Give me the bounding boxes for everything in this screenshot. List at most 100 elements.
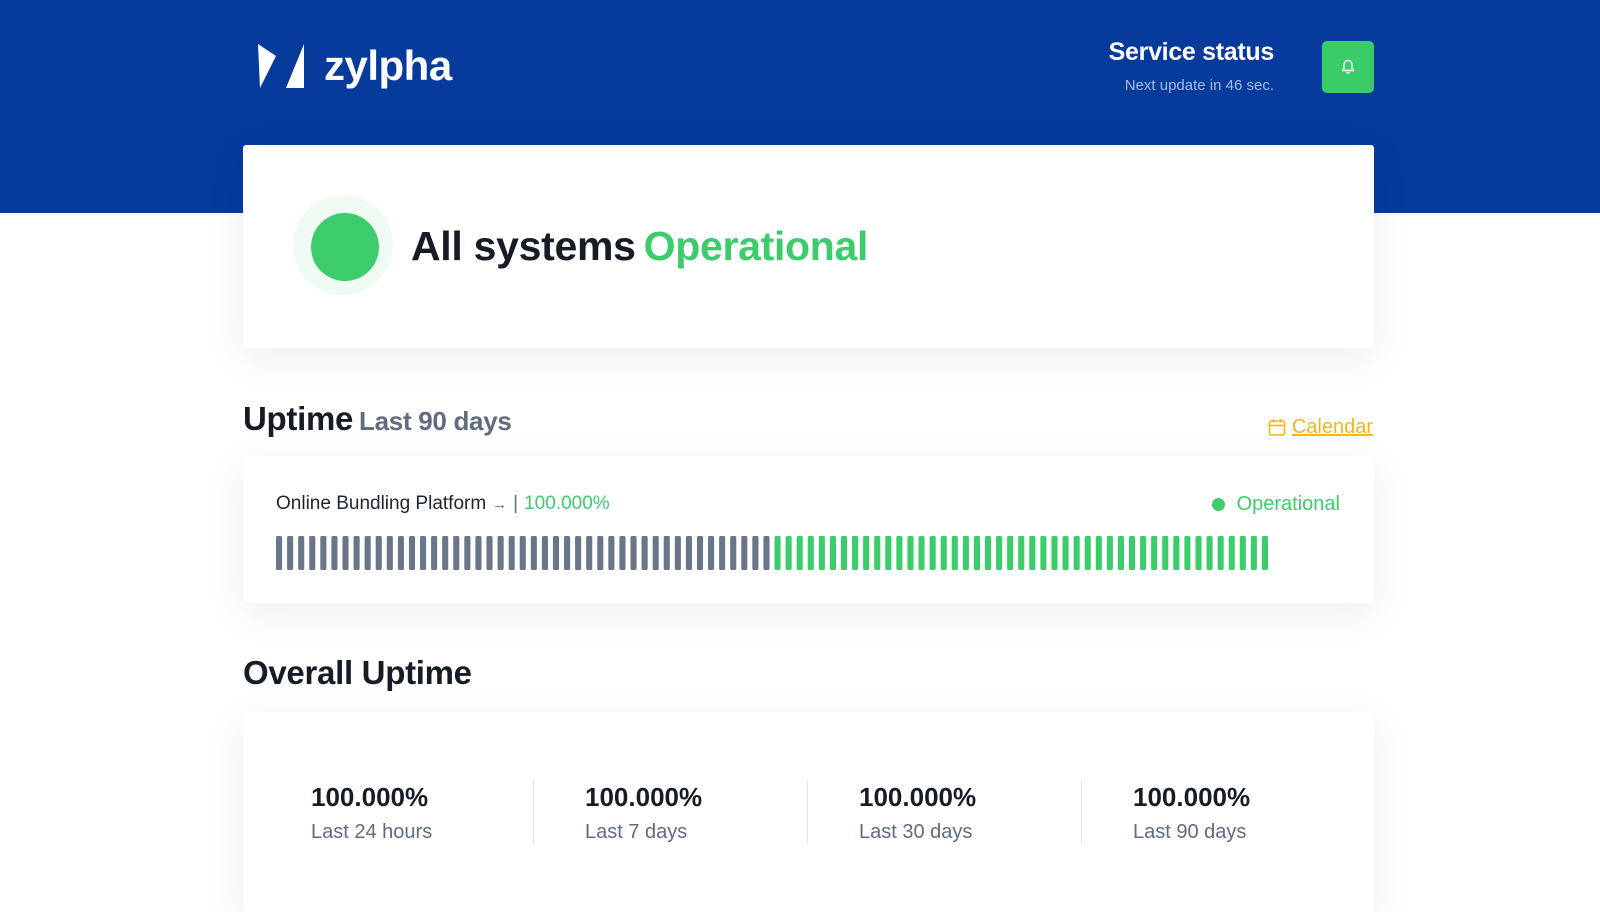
uptime-bar-operational[interactable] xyxy=(1040,536,1047,570)
uptime-range: Last 90 days xyxy=(359,406,512,436)
uptime-bar-operational[interactable] xyxy=(1095,536,1102,570)
uptime-bar-no-data[interactable] xyxy=(730,536,737,570)
uptime-bar-no-data[interactable] xyxy=(364,536,371,570)
uptime-bar-operational[interactable] xyxy=(996,536,1003,570)
uptime-bar-operational[interactable] xyxy=(785,536,792,570)
uptime-bar-operational[interactable] xyxy=(885,536,892,570)
uptime-bar-no-data[interactable] xyxy=(685,536,692,570)
uptime-bar-operational[interactable] xyxy=(1117,536,1124,570)
uptime-bar-no-data[interactable] xyxy=(309,536,316,570)
stat-24-hours: 100.000% Last 24 hours xyxy=(311,782,432,844)
uptime-bar-no-data[interactable] xyxy=(386,536,393,570)
uptime-bar-operational[interactable] xyxy=(918,536,925,570)
uptime-bar-operational[interactable] xyxy=(840,536,848,570)
uptime-bar-no-data[interactable] xyxy=(486,536,493,570)
uptime-bar-no-data[interactable] xyxy=(320,536,327,570)
uptime-bar-operational[interactable] xyxy=(951,536,958,570)
uptime-bar-no-data[interactable] xyxy=(431,536,438,570)
subscribe-button[interactable] xyxy=(1322,41,1374,93)
uptime-bar-no-data[interactable] xyxy=(331,536,338,570)
uptime-bar-operational[interactable] xyxy=(940,536,947,570)
stat-7-days: 100.000% Last 7 days xyxy=(585,782,702,844)
uptime-bar-no-data[interactable] xyxy=(342,536,349,570)
service-arrow-icon[interactable]: → xyxy=(492,495,508,513)
uptime-bar-no-data[interactable] xyxy=(375,536,382,570)
uptime-bar-no-data[interactable] xyxy=(276,536,283,570)
uptime-bar-no-data[interactable] xyxy=(442,536,449,570)
uptime-bar-no-data[interactable] xyxy=(663,536,670,570)
uptime-bar-no-data[interactable] xyxy=(552,536,560,570)
uptime-bar-operational[interactable] xyxy=(1173,536,1180,570)
uptime-bar-no-data[interactable] xyxy=(696,536,704,570)
uptime-bar-operational[interactable] xyxy=(984,536,992,570)
uptime-bar-operational[interactable] xyxy=(1029,536,1036,570)
service-row-header: Online Bundling Platform → | 100.000% xyxy=(276,493,610,515)
uptime-bar-no-data[interactable] xyxy=(763,536,770,570)
uptime-bar-operational[interactable] xyxy=(1062,536,1069,570)
uptime-bar-no-data[interactable] xyxy=(708,536,715,570)
uptime-bar-no-data[interactable] xyxy=(420,536,427,570)
uptime-bar-operational[interactable] xyxy=(1228,536,1235,570)
uptime-bar-no-data[interactable] xyxy=(641,536,648,570)
uptime-bar-operational[interactable] xyxy=(973,536,980,570)
uptime-bar-no-data[interactable] xyxy=(298,536,305,570)
uptime-bar-operational[interactable] xyxy=(962,536,969,570)
uptime-bar-no-data[interactable] xyxy=(287,536,294,570)
uptime-bar-operational[interactable] xyxy=(818,536,825,570)
uptime-bar-operational[interactable] xyxy=(907,536,914,570)
uptime-bar-operational[interactable] xyxy=(1184,536,1191,570)
uptime-bar-operational[interactable] xyxy=(1162,536,1169,570)
uptime-bar-no-data[interactable] xyxy=(597,536,604,570)
brand-logo[interactable]: zylpha xyxy=(256,42,452,90)
uptime-bar-no-data[interactable] xyxy=(608,536,615,570)
uptime-bar-operational[interactable] xyxy=(1151,536,1158,570)
uptime-bar-no-data[interactable] xyxy=(619,536,626,570)
uptime-bar-operational[interactable] xyxy=(874,536,881,570)
uptime-bar-no-data[interactable] xyxy=(564,536,571,570)
uptime-bar-operational[interactable] xyxy=(1084,536,1091,570)
uptime-bar-no-data[interactable] xyxy=(453,536,460,570)
uptime-bar-no-data[interactable] xyxy=(397,536,404,570)
uptime-bar-no-data[interactable] xyxy=(575,536,582,570)
uptime-bar-no-data[interactable] xyxy=(674,536,681,570)
uptime-bar-operational[interactable] xyxy=(796,536,803,570)
uptime-bar-no-data[interactable] xyxy=(530,536,537,570)
uptime-bar-no-data[interactable] xyxy=(497,536,504,570)
uptime-bar-operational[interactable] xyxy=(929,536,936,570)
uptime-bar-no-data[interactable] xyxy=(475,536,482,570)
uptime-bar-operational[interactable] xyxy=(1261,536,1269,570)
uptime-bar-no-data[interactable] xyxy=(719,536,726,570)
uptime-bar-no-data[interactable] xyxy=(408,536,416,570)
uptime-bar-operational[interactable] xyxy=(1007,536,1014,570)
uptime-bar-operational[interactable] xyxy=(807,536,814,570)
uptime-bar-operational[interactable] xyxy=(1106,536,1113,570)
uptime-bar-no-data[interactable] xyxy=(464,536,471,570)
uptime-bar-no-data[interactable] xyxy=(519,536,526,570)
uptime-bar-operational[interactable] xyxy=(863,536,870,570)
uptime-bar-operational[interactable] xyxy=(1217,536,1224,570)
uptime-bar-no-data[interactable] xyxy=(630,536,637,570)
uptime-bar-no-data[interactable] xyxy=(541,536,548,570)
uptime-bar-operational[interactable] xyxy=(1140,536,1147,570)
stat-label: Last 30 days xyxy=(859,821,973,843)
service-name[interactable]: Online Bundling Platform xyxy=(276,493,487,514)
uptime-bar-no-data[interactable] xyxy=(741,536,748,570)
uptime-bar-operational[interactable] xyxy=(1051,536,1058,570)
calendar-link[interactable]: Calendar xyxy=(1268,416,1373,439)
uptime-bar-no-data[interactable] xyxy=(586,536,593,570)
uptime-bar-operational[interactable] xyxy=(852,536,859,570)
uptime-bar-operational[interactable] xyxy=(1073,536,1080,570)
uptime-bar-no-data[interactable] xyxy=(652,536,659,570)
uptime-bar-operational[interactable] xyxy=(774,536,781,570)
uptime-bar-no-data[interactable] xyxy=(508,536,515,570)
uptime-bar-operational[interactable] xyxy=(829,536,836,570)
uptime-bar-operational[interactable] xyxy=(896,536,903,570)
uptime-bar-operational[interactable] xyxy=(1239,536,1246,570)
uptime-bar-no-data[interactable] xyxy=(752,536,759,570)
uptime-bar-operational[interactable] xyxy=(1195,536,1202,570)
uptime-bar-operational[interactable] xyxy=(1206,536,1213,570)
uptime-bar-operational[interactable] xyxy=(1128,536,1136,570)
uptime-bar-no-data[interactable] xyxy=(353,536,360,570)
uptime-bar-operational[interactable] xyxy=(1018,536,1025,570)
uptime-bar-operational[interactable] xyxy=(1250,536,1257,570)
